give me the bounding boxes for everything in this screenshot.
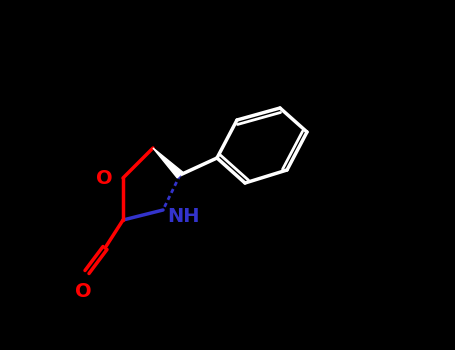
Text: O: O <box>75 282 91 301</box>
Text: O: O <box>96 168 113 188</box>
Text: NH: NH <box>167 206 199 225</box>
Polygon shape <box>153 148 183 178</box>
